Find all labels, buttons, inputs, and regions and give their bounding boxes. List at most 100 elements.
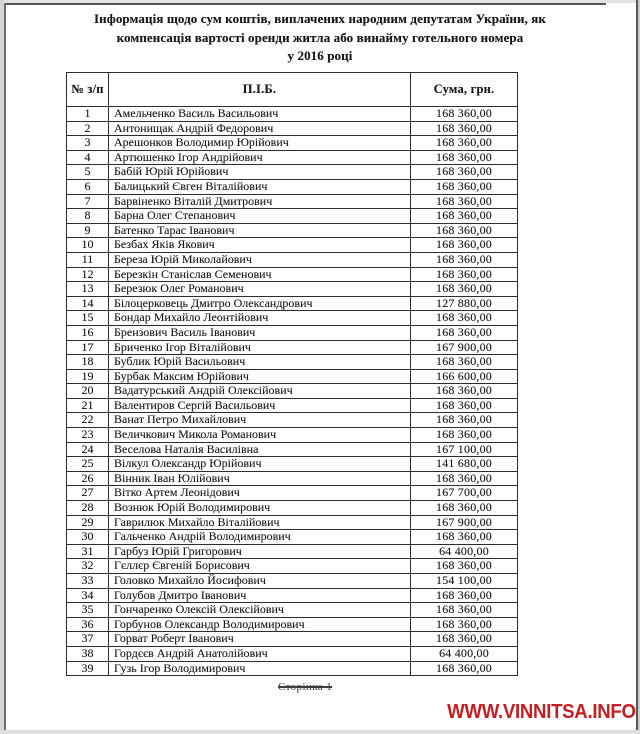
row-number-cell: 7 bbox=[66, 193, 109, 210]
name-cell: Березюк Олег Романович bbox=[108, 281, 411, 297]
name-cell: Вознюк Юрій Володимирович bbox=[108, 500, 411, 516]
amount-cell: 168 360,00 bbox=[410, 397, 518, 414]
amount-cell: 168 360,00 bbox=[410, 106, 518, 122]
row-number-cell: 2 bbox=[66, 120, 109, 137]
name-cell: Горбунов Олександр Володимирович bbox=[108, 616, 411, 633]
row-number-cell: 35 bbox=[66, 602, 109, 618]
name-cell: Бриченко Ігор Віталійович bbox=[108, 339, 411, 356]
amount-cell: 168 360,00 bbox=[410, 208, 518, 224]
table-row: 17 Бриченко Ігор Віталійович 167 900,00 bbox=[66, 339, 518, 356]
amount-cell: 167 100,00 bbox=[410, 441, 518, 458]
column-header-number: № з/п bbox=[66, 72, 109, 107]
amount-cell: 167 900,00 bbox=[410, 339, 518, 356]
table-row: 6 Балицький Євген Віталійович 168 360,00 bbox=[66, 178, 518, 195]
document-title: Інформація щодо сум коштів, виплачених н… bbox=[40, 10, 600, 66]
row-number-cell: 21 bbox=[66, 397, 109, 414]
row-number-cell: 20 bbox=[66, 383, 109, 399]
table-row: 5 Бабій Юрій Юрійович 168 360,00 bbox=[66, 164, 518, 180]
table-row: 4 Артюшенко Ігор Андрійович 168 360,00 bbox=[66, 149, 518, 166]
title-line-2: компенсація вартості оренди житла або ви… bbox=[116, 29, 524, 45]
amount-cell: 168 360,00 bbox=[410, 660, 518, 677]
table-row: 2 Антонищак Андрій Федорович 168 360,00 bbox=[66, 120, 518, 137]
row-number-cell: 27 bbox=[66, 485, 109, 502]
amount-cell: 64 400,00 bbox=[410, 645, 518, 662]
table-row: 35 Гончаренко Олексій Олексійович 168 360,… bbox=[66, 602, 518, 618]
table-row: 28 Вознюк Юрій Володимирович 168 360,00 bbox=[66, 500, 518, 516]
table-row: 36 Горбунов Олександр Володимирович 168 36… bbox=[66, 616, 518, 633]
row-number-cell: 9 bbox=[66, 222, 109, 239]
row-number-cell: 10 bbox=[66, 237, 109, 253]
name-cell: Вітко Артем Леонідович bbox=[108, 485, 411, 502]
row-number-cell: 24 bbox=[66, 441, 109, 458]
amount-cell: 168 360,00 bbox=[410, 324, 518, 341]
table-row: 21 Валентиров Сергій Васильович 168 360,00 bbox=[66, 397, 518, 414]
row-number-cell: 32 bbox=[66, 558, 109, 574]
scan-edge-bottom bbox=[0, 730, 640, 734]
amount-cell: 64 400,00 bbox=[410, 543, 518, 560]
name-cell: Арешонков Володимир Юрійович bbox=[108, 135, 411, 151]
scan-edge-top bbox=[0, 0, 640, 3]
row-number-cell: 34 bbox=[66, 587, 109, 604]
row-number-cell: 5 bbox=[66, 164, 109, 180]
row-number-cell: 13 bbox=[66, 281, 109, 297]
table-row: 19 Бурбак Максим Юрійович 166 600,00 bbox=[66, 368, 518, 385]
table-row: 27 Вітко Артем Леонідович 167 700,00 bbox=[66, 485, 518, 502]
table-row: 34 Голубов Дмитро Іванович 168 360,00 bbox=[66, 587, 518, 604]
row-number-cell: 8 bbox=[66, 208, 109, 224]
title-line-3: у 2016 році bbox=[287, 48, 353, 63]
table-row: 20 Вадатурський Андрій Олексійович 168 360… bbox=[66, 383, 518, 399]
name-cell: Голубов Дмитро Іванович bbox=[108, 587, 411, 604]
amount-cell: 168 360,00 bbox=[410, 164, 518, 180]
amount-cell: 168 360,00 bbox=[410, 470, 518, 487]
name-cell: Гончаренко Олексій Олексійович bbox=[108, 602, 411, 618]
row-number-cell: 4 bbox=[66, 149, 109, 166]
name-cell: Гузь Ігор Володимирович bbox=[108, 660, 411, 677]
name-cell: Гєллєр Євгеній Борисович bbox=[108, 558, 411, 574]
name-cell: Бублик Юрій Васильович bbox=[108, 354, 411, 370]
row-number-cell: 6 bbox=[66, 178, 109, 195]
name-cell: Амельченко Василь Васильович bbox=[108, 106, 411, 122]
name-cell: Береза Юрій Миколайович bbox=[108, 251, 411, 268]
table-row: 9 Батенко Тарас Іванович 168 360,00 bbox=[66, 222, 518, 239]
amount-cell: 168 360,00 bbox=[410, 529, 518, 545]
name-cell: Горват Роберт Іванович bbox=[108, 631, 411, 647]
name-cell: Барна Олег Степанович bbox=[108, 208, 411, 224]
row-number-cell: 25 bbox=[66, 456, 109, 472]
amount-cell: 168 360,00 bbox=[410, 631, 518, 647]
table-row: 11 Береза Юрій Миколайович 168 360,00 bbox=[66, 251, 518, 268]
name-cell: Гордєєв Андрій Анатолійович bbox=[108, 645, 411, 662]
name-cell: Гарбуз Юрій Григорович bbox=[108, 543, 411, 560]
amount-cell: 168 360,00 bbox=[410, 558, 518, 574]
name-cell: Батенко Тарас Іванович bbox=[108, 222, 411, 239]
column-header-sum: Сума, грн. bbox=[410, 72, 518, 107]
name-cell: Вадатурський Андрій Олексійович bbox=[108, 383, 411, 399]
table-row: 39 Гузь Ігор Володимирович 168 360,00 bbox=[66, 660, 518, 677]
amount-cell: 167 900,00 bbox=[410, 514, 518, 531]
amount-cell: 168 360,00 bbox=[410, 602, 518, 618]
row-number-cell: 31 bbox=[66, 543, 109, 560]
row-number-cell: 29 bbox=[66, 514, 109, 531]
name-cell: Антонищак Андрій Федорович bbox=[108, 120, 411, 137]
table-row: 26 Вінник Іван Юлійович 168 360,00 bbox=[66, 470, 518, 487]
table-row: 14 Білоцерковець Дмитро Олександрович 127 … bbox=[66, 295, 518, 312]
row-number-cell: 28 bbox=[66, 500, 109, 516]
row-number-cell: 14 bbox=[66, 295, 109, 312]
amount-cell: 168 360,00 bbox=[410, 310, 518, 326]
row-number-cell: 26 bbox=[66, 470, 109, 487]
amount-cell: 168 360,00 bbox=[410, 616, 518, 633]
table-row: 12 Березкін Станіслав Семенович 168 360,00 bbox=[66, 266, 518, 283]
row-number-cell: 37 bbox=[66, 631, 109, 647]
amount-cell: 168 360,00 bbox=[410, 193, 518, 210]
amount-cell: 127 880,00 bbox=[410, 295, 518, 312]
row-number-cell: 22 bbox=[66, 412, 109, 429]
name-cell: Артюшенко Ігор Андрійович bbox=[108, 149, 411, 166]
table-row: 31 Гарбуз Юрій Григорович 64 400,00 bbox=[66, 543, 518, 560]
table-row: 24 Веселова Наталія Василівна 167 100,00 bbox=[66, 441, 518, 458]
amount-cell: 168 360,00 bbox=[410, 354, 518, 370]
name-cell: Величкович Микола Романович bbox=[108, 427, 411, 443]
table-row: 15 Бондар Михайло Леонтійович 168 360,00 bbox=[66, 310, 518, 326]
table-row: 23 Величкович Микола Романович 168 360,00 bbox=[66, 427, 518, 443]
row-number-cell: 30 bbox=[66, 529, 109, 545]
table-row: 3 Арешонков Володимир Юрійович 168 360,00 bbox=[66, 135, 518, 151]
scan-edge-right bbox=[638, 0, 640, 734]
